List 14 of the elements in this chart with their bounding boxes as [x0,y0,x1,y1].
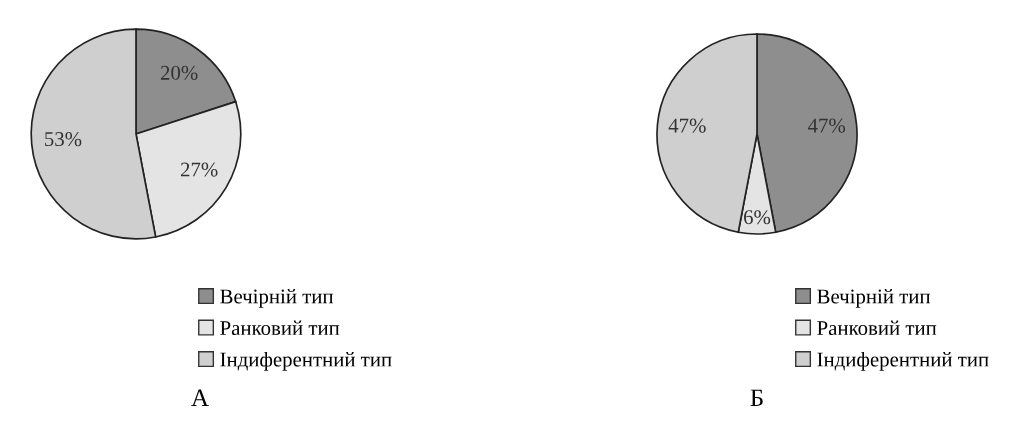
data-label: 27% [180,162,218,177]
data-label: 53% [45,132,82,147]
legend-label: Ранковий тип [220,320,340,336]
legend-label: Індиферентний тип [220,351,392,371]
data-label: 20% [160,65,198,80]
text: Б [750,389,763,407]
legend-label: Вечірній тип [817,289,931,308]
data-label: 47% [808,118,846,133]
data-label: 47% [668,118,706,133]
legend-label: Ранковий тип [817,320,937,336]
data-label: 6% [744,210,771,225]
legend-label: Вечірній тип [220,289,334,308]
text: А [191,389,209,407]
legend-label: Індиферентний тип [817,351,989,371]
